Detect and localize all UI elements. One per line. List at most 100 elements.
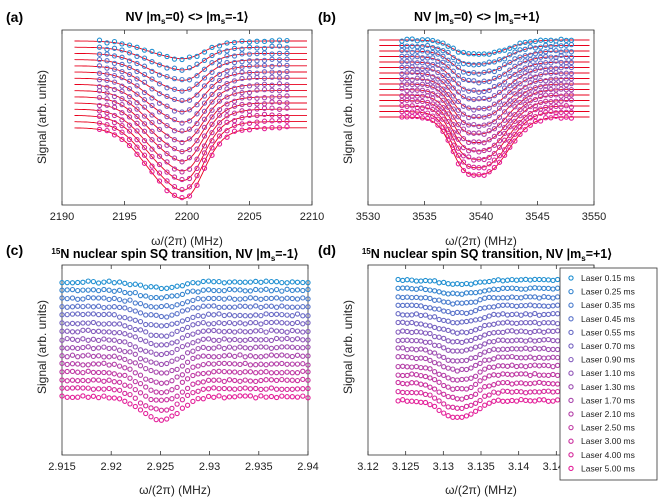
- data-point: [553, 113, 559, 119]
- data-point: [258, 327, 264, 334]
- data-point: [471, 87, 477, 93]
- data-point: [216, 278, 222, 285]
- data-point: [171, 145, 178, 152]
- data-point: [69, 280, 76, 286]
- data-point: [486, 339, 492, 345]
- data-point: [127, 349, 133, 355]
- data-point: [221, 280, 227, 286]
- data-point: [450, 135, 456, 141]
- data-point: [186, 86, 193, 92]
- data-point: [127, 366, 133, 372]
- data-point: [543, 78, 549, 84]
- data-point: [164, 53, 170, 60]
- data-point: [64, 304, 70, 310]
- data-point: [226, 312, 233, 318]
- data-point: [111, 295, 117, 302]
- data-point: [232, 329, 238, 335]
- data-point: [95, 377, 102, 383]
- data-point: [486, 105, 492, 111]
- data-point: [404, 277, 410, 283]
- data-point: [424, 66, 431, 72]
- data-point: [216, 304, 222, 311]
- data-point: [143, 338, 149, 344]
- data-point: [513, 320, 520, 327]
- data-point: [85, 344, 91, 350]
- data-point: [491, 92, 498, 99]
- data-point: [399, 102, 405, 109]
- data-point: [491, 372, 497, 378]
- data-point: [169, 358, 175, 364]
- data-point: [455, 73, 462, 79]
- data-point: [106, 287, 112, 293]
- data-point: [269, 124, 275, 131]
- data-point: [232, 279, 238, 285]
- data-point: [174, 393, 180, 399]
- data-point: [486, 113, 492, 119]
- data-point: [523, 276, 529, 283]
- data-point: [504, 319, 511, 325]
- data-point: [276, 112, 283, 119]
- data-point: [504, 398, 511, 404]
- data-point: [111, 72, 118, 79]
- data-point: [548, 98, 554, 105]
- data-point: [134, 53, 140, 60]
- data-point: [104, 40, 110, 46]
- data-point: [85, 327, 91, 333]
- data-point: [209, 121, 215, 127]
- data-point: [512, 71, 518, 78]
- data-point: [495, 295, 501, 301]
- data-point: [507, 67, 513, 73]
- data-point: [231, 53, 238, 59]
- data-point: [169, 312, 175, 318]
- data-point: [143, 329, 149, 335]
- data-point: [486, 330, 492, 337]
- data-point: [179, 186, 185, 193]
- legend-marker: [568, 316, 574, 322]
- data-point: [523, 355, 529, 361]
- data-point: [284, 386, 290, 393]
- data-point: [141, 144, 148, 151]
- data-point: [59, 328, 65, 334]
- data-point: [476, 89, 482, 95]
- data-point: [400, 397, 406, 403]
- data-point: [491, 338, 497, 345]
- data-point: [200, 386, 206, 392]
- data-point: [90, 287, 97, 293]
- data-point: [395, 319, 401, 326]
- data-point: [445, 104, 451, 110]
- data-point: [527, 346, 533, 352]
- data-point: [459, 357, 465, 364]
- data-point: [263, 386, 269, 392]
- data-point: [404, 64, 410, 70]
- data-point: [543, 70, 549, 76]
- data-point: [268, 295, 275, 302]
- data-point: [106, 278, 112, 284]
- data-point: [481, 172, 487, 178]
- data-point: [395, 329, 401, 335]
- data-point: [59, 385, 65, 391]
- data-point: [80, 385, 86, 391]
- data-point: [269, 51, 275, 57]
- data-point: [284, 118, 290, 124]
- x-tick-label: 3530: [356, 211, 380, 223]
- data-point: [237, 328, 243, 334]
- data-point: [254, 58, 260, 64]
- data-point: [476, 165, 482, 171]
- data-point: [553, 76, 559, 82]
- data-point: [486, 364, 492, 370]
- data-point: [279, 376, 285, 383]
- data-point: [231, 59, 238, 66]
- data-point: [294, 352, 301, 358]
- data-point: [463, 376, 470, 382]
- data-point: [85, 294, 91, 301]
- data-point: [491, 164, 498, 171]
- data-point: [149, 163, 155, 169]
- data-point: [273, 353, 280, 359]
- data-point: [148, 367, 154, 374]
- data-point: [454, 338, 460, 345]
- data-point: [558, 65, 564, 71]
- data-point: [164, 397, 170, 403]
- data-point: [548, 92, 554, 98]
- data-point: [541, 303, 547, 309]
- data-point: [143, 284, 149, 290]
